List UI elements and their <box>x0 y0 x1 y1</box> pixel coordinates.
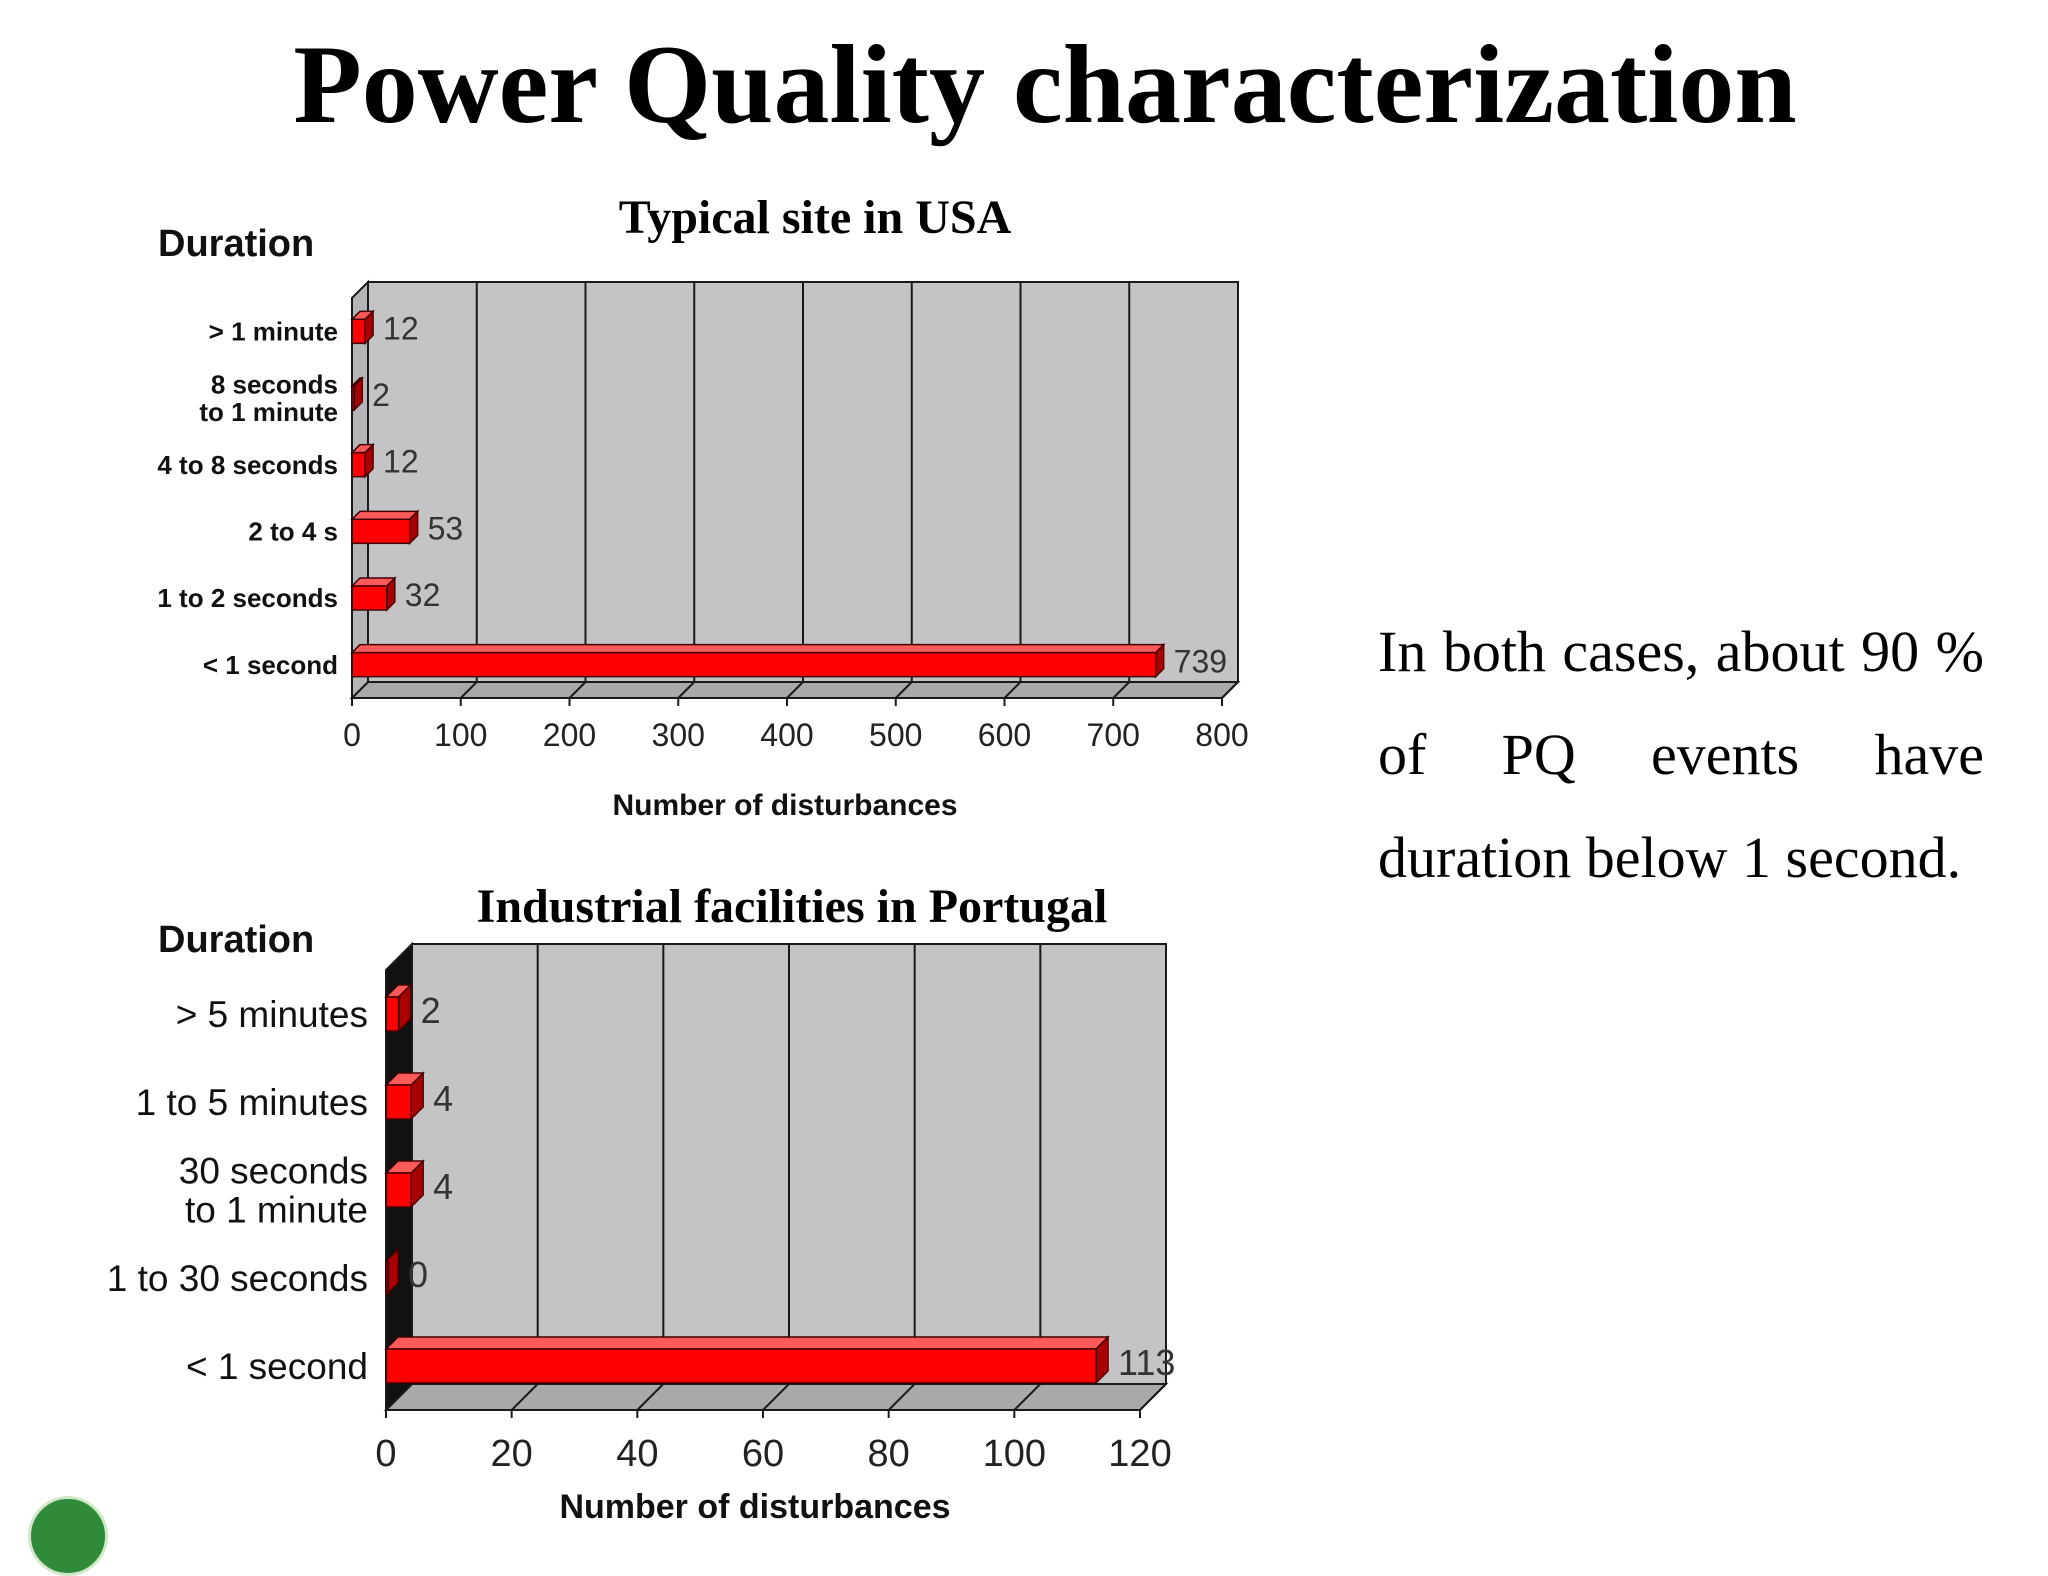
floor-gridline <box>460 681 478 699</box>
category-label: to 1 minute <box>199 397 338 427</box>
floor-gridline <box>1221 681 1239 699</box>
bar <box>385 1348 1097 1384</box>
floor-gridline <box>786 681 804 699</box>
floor-gridline <box>1112 681 1130 699</box>
plot-left-wall <box>351 279 369 701</box>
x-tick-label: 120 <box>1108 1433 1171 1475</box>
chart-title: Typical site in USA <box>619 191 1012 244</box>
category-label: 1 to 2 seconds <box>157 583 338 613</box>
x-tick-label: 600 <box>978 717 1031 753</box>
data-label: 12 <box>383 310 419 346</box>
category-label: 8 seconds <box>211 369 338 399</box>
bar <box>385 1084 412 1120</box>
floor-gridline <box>895 681 913 699</box>
y-axis-title: Duration <box>158 223 314 265</box>
x-tick-label: 100 <box>983 1433 1046 1475</box>
category-label: > 1 minute <box>209 316 338 346</box>
chart-usa: 0 100 200 300 400 500 600 700 800 12 > 1 minute 2 8 … <box>157 191 1248 822</box>
y-axis-title: Duration <box>158 919 314 961</box>
chart-title: Industrial facilities in Portugal <box>477 880 1108 933</box>
floor-gridline <box>1003 681 1022 699</box>
bar <box>351 585 388 611</box>
category-label: < 1 second <box>186 1346 368 1387</box>
bar <box>351 318 366 345</box>
x-tick-label: 400 <box>760 717 813 753</box>
data-label: 0 <box>408 1254 428 1295</box>
floor-gridline <box>762 1383 790 1411</box>
category-label: 30 seconds <box>179 1151 368 1192</box>
x-tick-label: 500 <box>869 717 922 753</box>
floor-gridline <box>568 681 587 699</box>
x-tick-label: 0 <box>375 1433 396 1475</box>
university-logo-icon <box>28 1496 108 1576</box>
x-tick-label: 700 <box>1087 717 1140 753</box>
bar <box>385 1260 389 1296</box>
bar <box>385 996 400 1032</box>
bar-top <box>350 643 1166 654</box>
bar <box>385 1172 412 1208</box>
x-tick-label: 200 <box>543 717 596 753</box>
bar <box>351 385 355 411</box>
x-tick-label: 80 <box>868 1433 910 1475</box>
category-label: to 1 minute <box>185 1189 368 1230</box>
data-label: 113 <box>1118 1342 1175 1383</box>
x-tick-label: 0 <box>343 717 361 753</box>
floor-gridline <box>677 681 695 699</box>
floor-gridline <box>887 1383 916 1411</box>
slide-title: Power Quality characterization <box>293 23 1797 147</box>
bar <box>351 451 366 478</box>
data-label: 739 <box>1174 644 1227 680</box>
data-label: 4 <box>433 1078 453 1119</box>
data-label: 12 <box>383 444 419 480</box>
data-label: 32 <box>405 577 441 613</box>
x-tick-label: 20 <box>491 1433 533 1475</box>
bar-top <box>350 510 420 521</box>
x-tick-label: 800 <box>1195 717 1248 753</box>
category-label: < 1 second <box>203 650 338 680</box>
floor-gridline <box>1139 1383 1167 1411</box>
data-label: 2 <box>421 990 441 1031</box>
data-label: 2 <box>372 377 390 413</box>
x-tick-label: 100 <box>434 717 487 753</box>
bar <box>351 518 411 545</box>
floor-gridline <box>1013 1383 1042 1411</box>
category-label: 1 to 30 seconds <box>107 1258 368 1299</box>
category-label: 2 to 4 s <box>248 516 338 546</box>
x-tick-label: 60 <box>742 1433 784 1475</box>
category-label: 1 to 5 minutes <box>136 1082 368 1123</box>
data-label: 53 <box>428 510 464 546</box>
bar <box>351 651 1157 678</box>
x-axis-title: Number of disturbances <box>612 789 957 822</box>
category-label: 4 to 8 seconds <box>157 450 338 480</box>
x-axis-title: Number of disturbances <box>559 1488 950 1526</box>
x-tick-label: 300 <box>652 717 705 753</box>
floor-gridline <box>636 1383 665 1411</box>
floor-gridline <box>510 1383 539 1411</box>
x-tick-label: 40 <box>616 1433 658 1475</box>
data-label: 4 <box>433 1166 453 1207</box>
summary-text: In both cases, about 90 % of PQ events h… <box>1378 619 1984 890</box>
bar-top <box>384 1336 1110 1350</box>
category-label: > 5 minutes <box>176 994 368 1035</box>
